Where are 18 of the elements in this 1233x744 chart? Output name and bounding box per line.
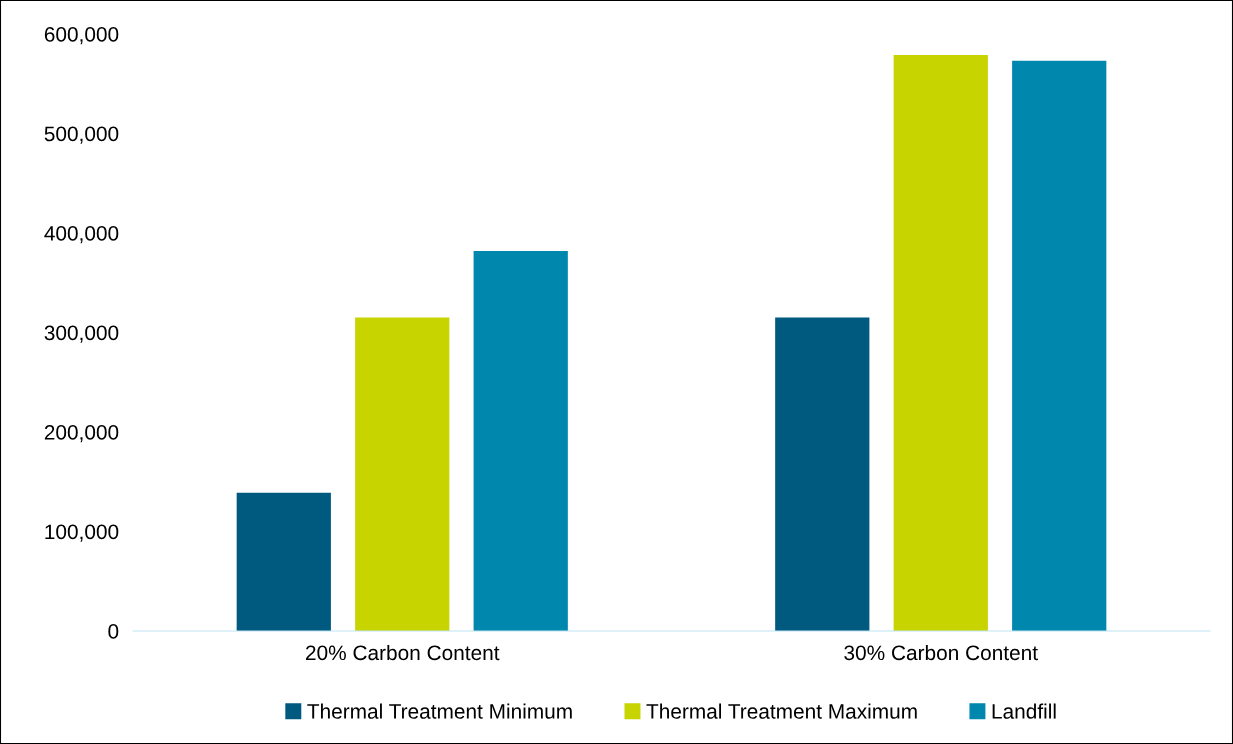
legend-label: Thermal Treatment Maximum	[646, 703, 917, 719]
y-tick-label: 600,000	[44, 27, 119, 45]
bar	[775, 317, 870, 631]
bar	[893, 54, 988, 631]
y-tick-label: 0	[108, 624, 119, 639]
y-tick-label: 400,000	[44, 226, 119, 244]
bar	[355, 317, 450, 631]
y-tick-label: 300,000	[44, 325, 119, 343]
y-tick-label: 500,000	[44, 126, 119, 144]
y-tick-label: 200,000	[44, 425, 119, 443]
x-tick-label: 30% Carbon Content	[844, 644, 1038, 661]
bar	[473, 250, 568, 631]
x-tick-label: 20% Carbon Content	[306, 644, 500, 661]
legend-label: Thermal Treatment Minimum	[307, 703, 572, 719]
bar	[1012, 60, 1107, 631]
legend-label: Landfill	[992, 703, 1056, 719]
bar	[236, 492, 331, 631]
y-tick-label: 100,000	[45, 524, 119, 542]
